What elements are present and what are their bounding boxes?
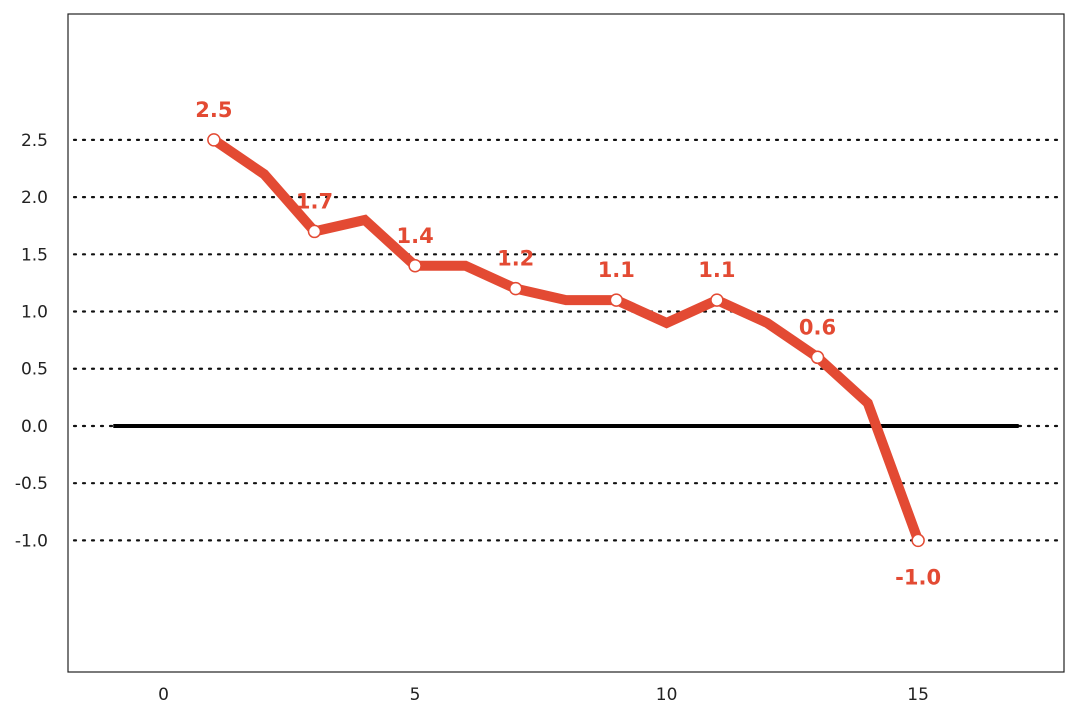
series-group (207, 133, 925, 548)
data-label: 2.5 (195, 98, 232, 122)
data-label: 1.2 (497, 247, 534, 271)
data-point-marker (207, 133, 221, 147)
y-tick-label: -1.0 (15, 531, 48, 551)
data-point-marker (408, 259, 422, 273)
data-label: -1.0 (895, 565, 941, 589)
x-tick-label: 15 (907, 685, 929, 705)
data-label: 1.1 (598, 258, 635, 282)
data-label: 1.7 (296, 189, 333, 213)
y-tick-label: 1.5 (21, 245, 48, 265)
y-axis-ticks: -1.0 -0.5 0.0 0.5 1.0 1.5 2.0 2.5 (15, 131, 48, 552)
y-tick-label: 0.0 (21, 417, 48, 437)
data-point-marker (508, 281, 523, 296)
x-tick-label: 10 (656, 685, 678, 705)
data-point-marker (307, 224, 322, 239)
data-label: 0.6 (799, 315, 836, 339)
data-point-marker (810, 350, 825, 365)
x-tick-label: 5 (410, 685, 421, 705)
y-tick-label: 0.5 (21, 360, 48, 380)
series-line (211, 135, 923, 543)
y-tick-label: 2.0 (21, 188, 48, 208)
data-label: 1.1 (698, 258, 735, 282)
y-tick-label: 1.0 (21, 303, 48, 323)
y-tick-label: -0.5 (15, 474, 48, 494)
data-label: 1.4 (396, 224, 433, 248)
y-tick-label: 2.5 (21, 131, 48, 151)
plot-frame (67, 13, 1065, 673)
data-point-marker (710, 293, 724, 307)
data-point-marker (609, 293, 624, 307)
data-point-marker (911, 533, 925, 548)
data-labels: 2.5 1.7 1.4 1.2 1.1 1.1 0.6 -1.0 (195, 98, 941, 590)
x-axis-ticks: 0 5 10 15 (158, 685, 929, 705)
x-tick-label: 0 (158, 685, 169, 705)
gridlines (72, 138, 1064, 542)
